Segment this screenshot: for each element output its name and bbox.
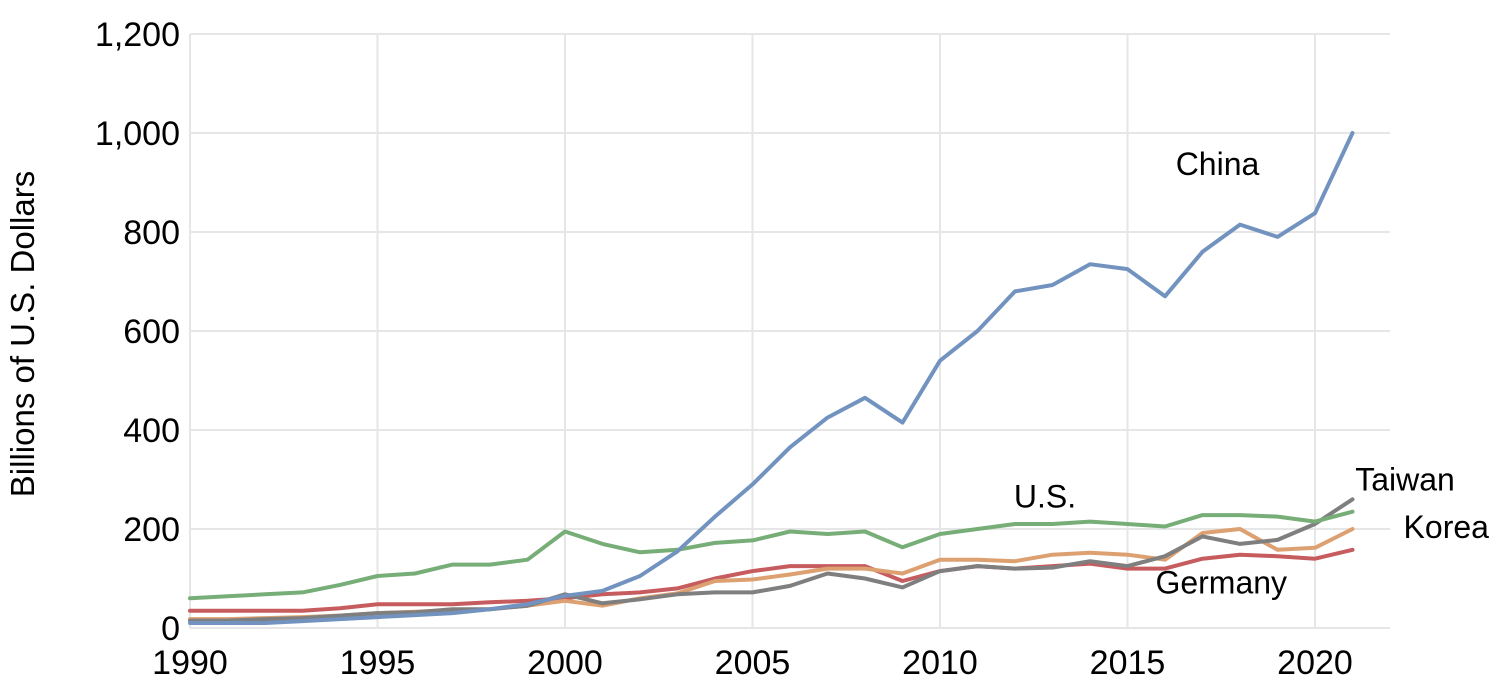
- series-label-us: U.S.: [1014, 479, 1076, 515]
- series-line-taiwan: [188, 497, 1355, 623]
- y-tick-label: 1,000: [95, 115, 180, 153]
- y-tick-label: 1,200: [95, 16, 180, 54]
- x-tick-label: 2015: [1090, 644, 1166, 682]
- x-tick-label: 2010: [902, 644, 978, 682]
- x-tick-label: 1995: [340, 644, 416, 682]
- y-tick-label: 400: [123, 412, 180, 450]
- series-label-germany: Germany: [1155, 564, 1287, 600]
- x-tick-label: 2020: [1277, 644, 1353, 682]
- series-line-germany: [188, 547, 1355, 613]
- gridlines: [189, 33, 1390, 629]
- y-tick-label: 800: [123, 214, 180, 252]
- series-label-taiwan: Taiwan: [1355, 461, 1455, 497]
- x-axis-tick-labels: 1990 1995 2000 2005 2010 2015 2020: [152, 644, 1353, 682]
- series-line-us: [188, 509, 1355, 601]
- series-labels: China U.S. Taiwan Korea Germany: [1014, 146, 1489, 600]
- series-lines: [188, 131, 1355, 625]
- x-tick-label: 2000: [527, 644, 603, 682]
- y-tick-label: 0: [161, 610, 180, 648]
- y-tick-label: 600: [123, 313, 180, 351]
- x-tick-label: 2005: [715, 644, 791, 682]
- series-label-china: China: [1176, 146, 1260, 182]
- y-tick-label: 200: [123, 511, 180, 549]
- x-tick-label: 1990: [152, 644, 228, 682]
- y-axis-title: Billions of U.S. Dollars: [4, 171, 41, 497]
- series-label-korea: Korea: [1404, 509, 1490, 545]
- y-axis-tick-labels: 0 200 400 600 800 1,000 1,200: [95, 16, 180, 648]
- series-line-china: [188, 131, 1355, 625]
